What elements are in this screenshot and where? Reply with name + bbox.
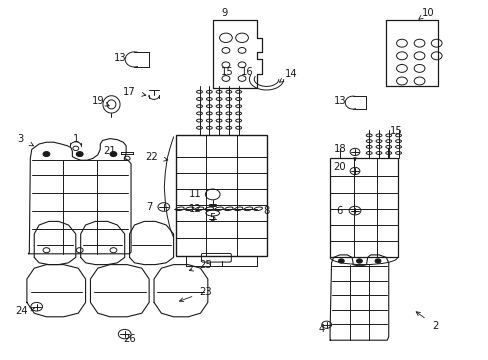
Text: 7: 7	[145, 202, 152, 212]
Text: 21: 21	[103, 146, 116, 156]
Text: 12: 12	[189, 204, 202, 214]
Text: 18: 18	[333, 144, 346, 154]
Text: 4: 4	[318, 324, 324, 334]
Text: 2: 2	[431, 321, 438, 331]
Text: 14: 14	[284, 69, 297, 79]
Circle shape	[338, 259, 344, 263]
Text: 13: 13	[113, 53, 126, 63]
Text: 25: 25	[199, 260, 211, 270]
Text: 11: 11	[189, 189, 202, 199]
Circle shape	[356, 259, 362, 263]
Text: 16: 16	[240, 67, 253, 77]
Text: 9: 9	[221, 8, 228, 18]
Bar	[176, 135, 266, 256]
Text: 17: 17	[123, 87, 136, 97]
Text: 19: 19	[91, 96, 104, 106]
Text: 8: 8	[263, 206, 269, 216]
Text: 20: 20	[333, 162, 346, 172]
Bar	[329, 158, 397, 257]
Circle shape	[374, 259, 380, 263]
Circle shape	[110, 152, 117, 157]
Text: 23: 23	[199, 287, 211, 297]
Text: 10: 10	[421, 8, 433, 18]
Text: 13: 13	[333, 96, 346, 106]
Text: 1: 1	[72, 134, 79, 144]
Circle shape	[43, 152, 50, 157]
Text: 15: 15	[221, 67, 233, 77]
Text: 22: 22	[145, 152, 158, 162]
Text: 5: 5	[209, 213, 216, 223]
Text: 15: 15	[389, 126, 402, 136]
Text: 24: 24	[16, 306, 28, 316]
Circle shape	[76, 152, 83, 157]
Text: 3: 3	[18, 134, 23, 144]
Text: 26: 26	[123, 334, 136, 344]
Text: 6: 6	[336, 206, 343, 216]
